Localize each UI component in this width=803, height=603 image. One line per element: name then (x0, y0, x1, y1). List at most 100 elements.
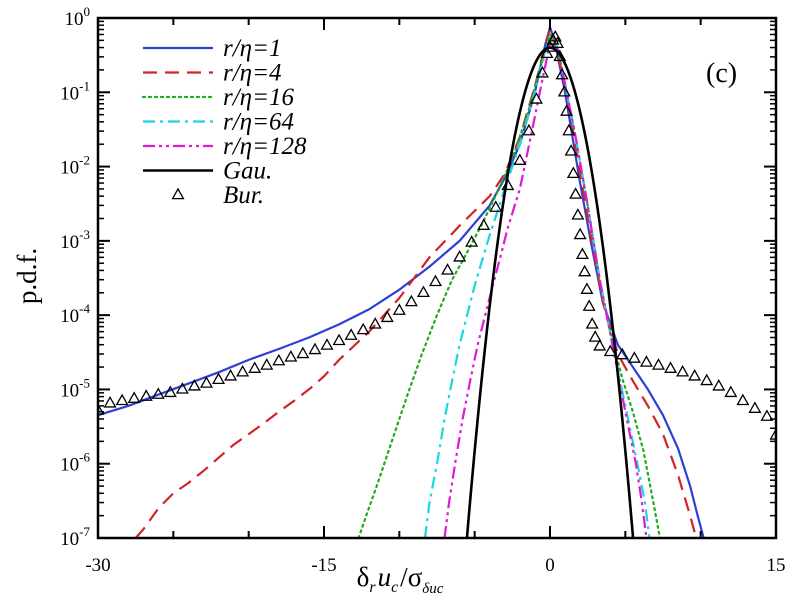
marker-bur (676, 364, 690, 377)
marker-bur (416, 285, 430, 298)
y-tick-label: 10-7 (60, 524, 90, 550)
legend-swatch (171, 187, 185, 200)
marker-bur (585, 317, 599, 329)
plot-frame (96, 16, 778, 540)
marker-bur (392, 303, 406, 315)
legend-item-r-64: r/η=64 (143, 109, 294, 136)
tick-layer (97, 17, 777, 539)
x-title-delta: δ (357, 562, 370, 592)
marker-bur (139, 389, 153, 401)
marker-bur (580, 282, 594, 294)
legend-label: r/η=16 (223, 84, 294, 111)
marker-bur (551, 36, 565, 49)
x-tick-label: 15 (767, 555, 786, 576)
legend-item-r-16: r/η=16 (141, 84, 294, 111)
y-tick-labels: 100 10-1 10-2 10-3 10-4 10-5 10-6 10-7 (60, 4, 90, 550)
marker-bur (760, 409, 774, 421)
x-title-sigma: σ (408, 562, 423, 592)
marker-bur (465, 235, 479, 247)
y-tick-label: 10-1 (60, 78, 90, 104)
marker-bur (199, 376, 213, 388)
marker-bur (356, 322, 370, 335)
legend-item-r-128: r/η=128 (143, 133, 307, 160)
legend-label: Gau. (223, 158, 272, 185)
marker-bur (98, 403, 105, 415)
marker-bur (569, 187, 583, 199)
marker-bur (553, 49, 567, 62)
x-title-r-sub: r (369, 579, 376, 596)
marker-bur (428, 274, 443, 287)
marker-bur (571, 208, 585, 220)
marker-bur (562, 123, 576, 136)
x-tick-label: 0 (545, 555, 555, 576)
marker-bur (593, 339, 607, 351)
series-line-gau (465, 46, 635, 538)
marker-bur (212, 372, 226, 384)
marker-bur (748, 401, 762, 413)
marker-bur (560, 104, 574, 116)
marker-bur (615, 347, 629, 360)
marker-bur (127, 391, 141, 403)
marker-bur (368, 317, 382, 329)
marker-bur (575, 247, 589, 260)
marker-bur (477, 218, 491, 230)
marker-bur (380, 310, 394, 323)
marker-bur (441, 263, 455, 275)
y-tick-label: 10-6 (60, 450, 90, 476)
y-tick-label: 100 (65, 4, 91, 30)
legend-label: r/η=64 (223, 109, 294, 136)
marker-bur (163, 385, 177, 398)
y-tick-label: 10-4 (60, 301, 90, 327)
marker-bur (260, 358, 274, 370)
marker-bur (236, 364, 250, 377)
marker-bur (736, 393, 750, 406)
legend-label: r/η=128 (223, 133, 307, 160)
legend-item-r-4: r/η=4 (143, 60, 281, 87)
marker-bur (664, 361, 678, 373)
marker-bur (578, 264, 592, 277)
marker-layer (98, 29, 776, 440)
marker-bur (320, 338, 334, 350)
marker-bur (175, 382, 189, 394)
marker-bur (651, 358, 665, 370)
marker-bur (332, 333, 346, 346)
y-tick-label: 10-3 (60, 227, 90, 253)
marker-bur (688, 369, 702, 381)
marker-bur (404, 294, 418, 307)
panel-label: (c) (706, 58, 737, 89)
x-axis-title: δruc/σδuc (357, 562, 444, 597)
marker-bur (344, 328, 358, 340)
marker-bur (566, 166, 580, 179)
marker-bur (272, 353, 286, 366)
marker-bur (115, 393, 129, 406)
legend-item-bur: Bur. (171, 182, 264, 209)
x-title-c-sub: c (391, 579, 398, 596)
legend-label: Bur. (223, 182, 264, 209)
legend-item-r-1: r/η=1 (143, 35, 281, 62)
series-line-r-128 (443, 42, 648, 538)
x-tick-label: -30 (85, 555, 110, 576)
marker-bur (284, 350, 298, 362)
y-axis-title: p.d.f. (12, 248, 42, 304)
marker-bur (573, 227, 587, 240)
legend-label: r/η=4 (223, 60, 281, 87)
y-tick-label: 10-2 (60, 153, 90, 179)
x-tick-labels: -30 -15 0 15 (85, 555, 785, 576)
marker-bur (588, 330, 602, 342)
marker-bur (308, 342, 322, 355)
marker-bur (712, 379, 726, 391)
marker-bur (555, 67, 569, 80)
x-title-u: u (378, 562, 392, 592)
marker-bur (535, 65, 549, 78)
legend-label: r/η=1 (223, 35, 281, 62)
marker-bur (513, 153, 527, 165)
marker-bur (603, 344, 617, 357)
marker-bur (501, 178, 515, 191)
series-layer (98, 26, 705, 538)
marker-bur (564, 144, 578, 156)
marker-bur (489, 200, 503, 212)
marker-bur (103, 396, 117, 408)
x-title-sigma-sub: δuc (422, 581, 443, 597)
